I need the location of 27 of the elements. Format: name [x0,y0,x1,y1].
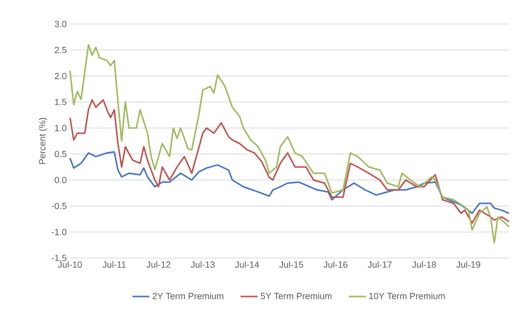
line-series [69,151,510,214]
legend-label: 2Y Term Premium [152,292,224,300]
x-tick-label: Jul-11 [102,261,126,268]
y-tick-label: 1.5 [55,98,66,106]
x-tick-label: Jul-19 [456,261,480,268]
line-series [69,99,510,224]
line-series [69,44,510,244]
x-tick-label: Jul-16 [324,261,348,268]
y-tick-label: 0.0 [54,176,66,184]
legend-label: 10Y Term Premium [369,292,445,300]
x-tick-label: Jul-18 [412,261,436,268]
y-tick-label: -0.5 [52,202,66,210]
x-tick-label: Jul-14 [235,261,260,268]
y-tick-label: -1.0 [52,228,66,236]
x-tick-label: Jul-12 [146,261,170,268]
x-tick-label: Jul-13 [190,261,215,268]
y-tick-label: 1.0 [55,124,66,132]
x-tick-label: Jul-10 [58,261,82,268]
legend-label: 5Y Term Premium [260,292,332,300]
x-tick-label: Jul-15 [279,261,304,268]
y-tick-label: 3.0 [54,20,66,28]
y-tick-label: -1.5 [52,254,66,262]
x-tick-label: Jul-17 [368,261,392,268]
y-axis-title: Percent (%) [38,118,48,164]
y-tick-label: 2.5 [54,46,66,54]
y-tick-label: 0.5 [54,150,66,158]
y-tick-label: 2.0 [54,72,66,80]
